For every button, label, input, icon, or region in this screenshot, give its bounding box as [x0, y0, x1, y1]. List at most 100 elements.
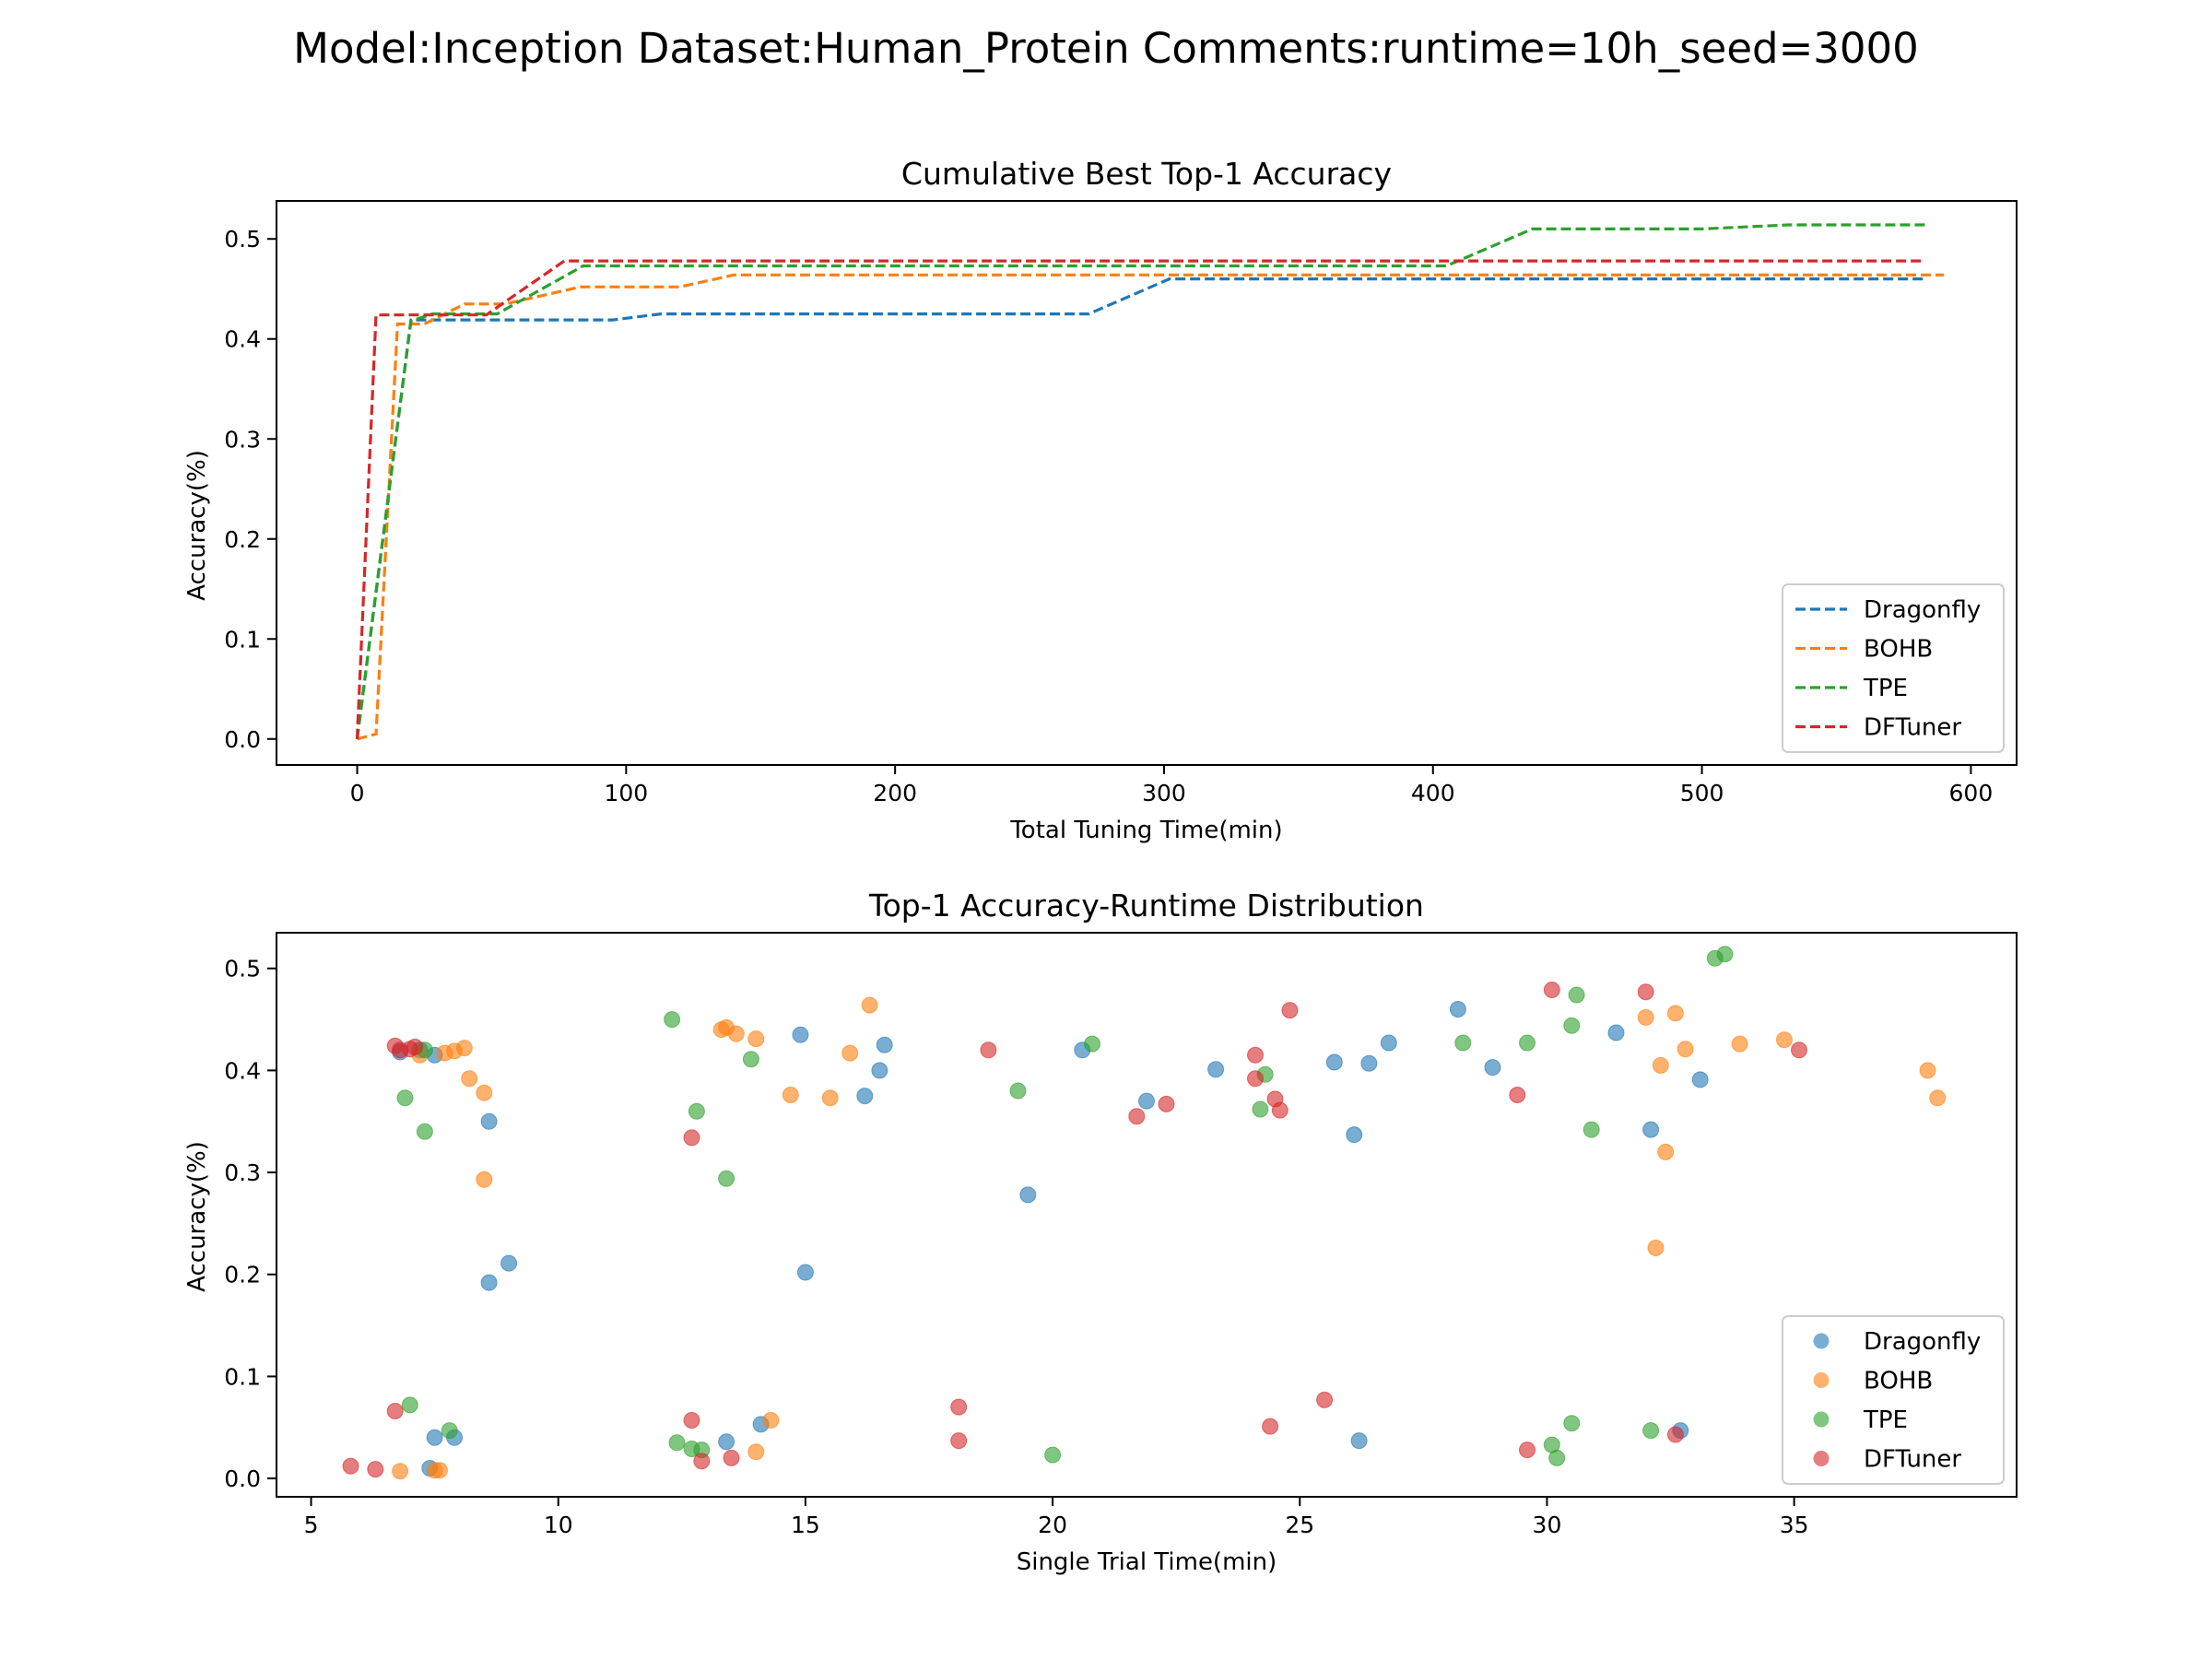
cumulative-accuracy-chart: Cumulative Best Top-1 Accuracy Total Tun… — [183, 156, 2018, 844]
y-tick-label: 0.3 — [224, 426, 261, 453]
scatter-point-tpe — [1009, 1082, 1027, 1100]
figure-title: Model:Inception Dataset:Human_Protein Co… — [293, 24, 1919, 73]
scatter-point-dftuner — [1509, 1087, 1526, 1103]
legend-label: Dragonfly — [1864, 1328, 1981, 1356]
scatter-point-bohb — [431, 1462, 448, 1479]
x-tick-label: 25 — [1285, 1512, 1314, 1538]
scatter-point-dftuner — [1637, 983, 1654, 1001]
y-axis-label: Accuracy(%) — [183, 1141, 211, 1292]
scatter-point-dragonfly — [1360, 1054, 1378, 1072]
x-tick-label: 600 — [1949, 780, 1994, 806]
scatter-point-dftuner — [1128, 1108, 1146, 1125]
scatter-point-dragonfly — [1350, 1432, 1368, 1450]
axis-ticks: 0 100 200 300 400 500 600 0.0 0.1 0.2 0.3 0.4 0.5 — [224, 226, 1993, 806]
scatter-point-bohb — [1637, 1008, 1654, 1026]
scatter-point-tpe — [1568, 986, 1585, 1004]
axis-ticks: 5 10 15 20 25 30 35 0.0 0.1 0.2 0.3 0.4 0.5 — [224, 956, 1808, 1538]
legend-box — [1782, 1315, 2005, 1485]
scatter-point-tpe — [1519, 1034, 1535, 1052]
scatter-point-bohb — [1919, 1062, 1936, 1079]
scatter-point-bohb — [1657, 1143, 1675, 1160]
x-axis-label: Total Tuning Time(min) — [1009, 817, 1282, 844]
scatter-point-tpe — [401, 1396, 418, 1414]
scatter-point-bohb — [762, 1412, 780, 1429]
scatter-point-dftuner — [386, 1403, 404, 1419]
scatter-point-dragonfly — [1019, 1186, 1037, 1204]
scatter-point-dragonfly — [1449, 1001, 1466, 1018]
scatter-point-dftuner — [1262, 1418, 1279, 1435]
plot-frame — [276, 932, 2018, 1498]
legend-box — [1782, 583, 2005, 753]
scatter-point-dftuner — [723, 1449, 740, 1466]
scatter-point-bohb — [861, 996, 878, 1014]
x-tick-label: 100 — [604, 780, 648, 806]
scatter-point-bohb — [1652, 1056, 1669, 1074]
scatter-point-dragonfly — [1346, 1126, 1363, 1144]
scatter-point-dragonfly — [871, 1062, 888, 1079]
series-line-bohb — [357, 273, 1945, 741]
scatter-point-dragonfly — [856, 1088, 874, 1105]
scatter-point-tpe — [742, 1051, 759, 1068]
legend-label: BOHB — [1864, 636, 1933, 664]
x-axis-label: Single Trial Time(min) — [1017, 1548, 1277, 1576]
scatter-point-tpe — [441, 1422, 458, 1440]
scatter-point-dragonfly — [500, 1254, 518, 1272]
x-tick-label: 0 — [350, 780, 365, 806]
y-tick-label: 0.4 — [224, 326, 261, 353]
accuracy-runtime-scatter: Top-1 Accuracy-Runtime Distribution Sing… — [183, 888, 2018, 1576]
scatter-point-bohb — [461, 1070, 478, 1088]
scatter-point-dftuner — [980, 1041, 997, 1059]
x-tick-label: 10 — [544, 1512, 573, 1538]
scatter-point-dftuner — [367, 1461, 384, 1478]
scatter-point-tpe — [718, 1170, 735, 1187]
scatter-point-tpe — [1548, 1449, 1566, 1466]
y-tick-label: 0.2 — [224, 526, 261, 553]
legend-label: TPE — [1863, 1406, 1908, 1434]
scatter-point-bohb — [476, 1171, 493, 1188]
scatter-point-dragonfly — [1642, 1121, 1660, 1138]
scatter-point-dragonfly — [792, 1026, 809, 1043]
scatter-point-bohb — [747, 1030, 765, 1048]
scatter-point-bohb — [821, 1089, 839, 1107]
scatter-point-dragonfly — [1484, 1059, 1501, 1077]
scatter-point-dragonfly — [876, 1036, 893, 1053]
scatter-point-dftuner — [1271, 1101, 1288, 1119]
legend: Dragonfly BOHB TPE DFTuner — [1782, 583, 2005, 753]
x-tick-label: 5 — [304, 1512, 319, 1538]
scatter-point-tpe — [1563, 1415, 1581, 1432]
y-tick-label: 0.1 — [224, 1363, 261, 1390]
scatter-point-bohb — [841, 1044, 859, 1062]
scatter-point-dragonfly — [1380, 1034, 1397, 1052]
scatter-point-tpe — [396, 1089, 414, 1107]
scatter-point-dragonfly — [480, 1112, 498, 1130]
legend-label: TPE — [1863, 675, 1908, 702]
x-tick-label: 35 — [1780, 1512, 1809, 1538]
scatter-point-bohb — [1647, 1240, 1665, 1256]
scatter-point-dragonfly — [1138, 1092, 1155, 1110]
scatter-point-tpe — [1642, 1422, 1660, 1440]
x-tick-label: 200 — [873, 780, 917, 806]
legend: Dragonfly BOHB TPE DFTuner — [1782, 1315, 2005, 1485]
x-tick-label: 20 — [1038, 1512, 1067, 1538]
scatter-point-dragonfly — [426, 1429, 443, 1446]
scatter-point-tpe — [1454, 1034, 1472, 1052]
scatter-point-bohb — [1929, 1089, 1947, 1107]
scatter-point-tpe — [1252, 1100, 1269, 1118]
legend-swatch — [1813, 1451, 1830, 1466]
scatter-point-dftuner — [683, 1129, 700, 1147]
chart-title: Top-1 Accuracy-Runtime Distribution — [868, 888, 1424, 924]
scatter-point-dftuner — [406, 1038, 424, 1055]
legend-label: Dragonfly — [1864, 596, 1981, 624]
scatter-point-dragonfly — [1607, 1024, 1625, 1041]
scatter-point-dftuner — [1543, 982, 1560, 998]
scatter-point-dftuner — [693, 1453, 711, 1470]
x-tick-label: 400 — [1411, 780, 1455, 806]
scatter-point-dragonfly — [796, 1264, 814, 1281]
scatter-point-bohb — [1677, 1041, 1694, 1058]
scatter-point-tpe — [688, 1102, 705, 1120]
scatter-point-bohb — [455, 1040, 473, 1057]
scatter-point-dragonfly — [718, 1433, 735, 1451]
scatter-point-tpe — [1044, 1446, 1062, 1464]
scatter-point-bohb — [727, 1025, 745, 1042]
